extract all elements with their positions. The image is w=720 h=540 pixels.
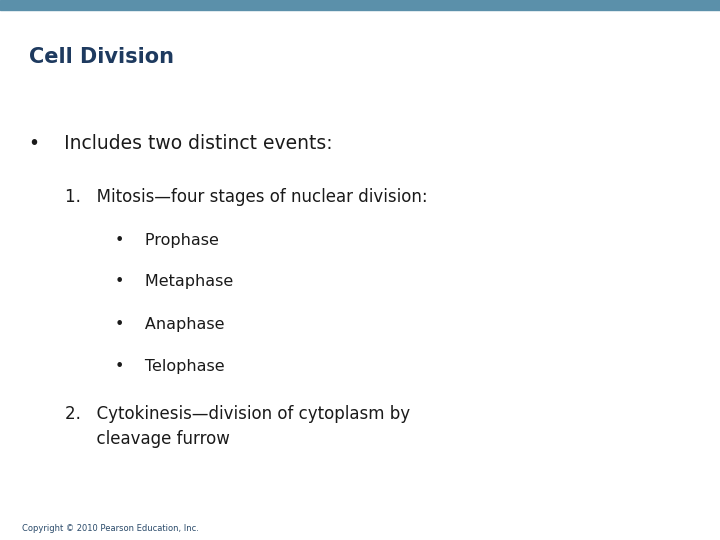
Text: •    Prophase: • Prophase — [115, 233, 219, 248]
Text: •    Includes two distinct events:: • Includes two distinct events: — [29, 133, 333, 153]
Text: Cell Division: Cell Division — [29, 46, 174, 67]
Text: •    Metaphase: • Metaphase — [115, 274, 233, 289]
Bar — [0, 0, 720, 10]
Text: •    Telophase: • Telophase — [115, 359, 225, 374]
Text: 2.   Cytokinesis—division of cytoplasm by
      cleavage furrow: 2. Cytokinesis—division of cytoplasm by … — [65, 405, 410, 448]
Text: •    Anaphase: • Anaphase — [115, 316, 225, 332]
Text: 1.   Mitosis—four stages of nuclear division:: 1. Mitosis—four stages of nuclear divisi… — [65, 188, 428, 206]
Text: Copyright © 2010 Pearson Education, Inc.: Copyright © 2010 Pearson Education, Inc. — [22, 524, 199, 532]
